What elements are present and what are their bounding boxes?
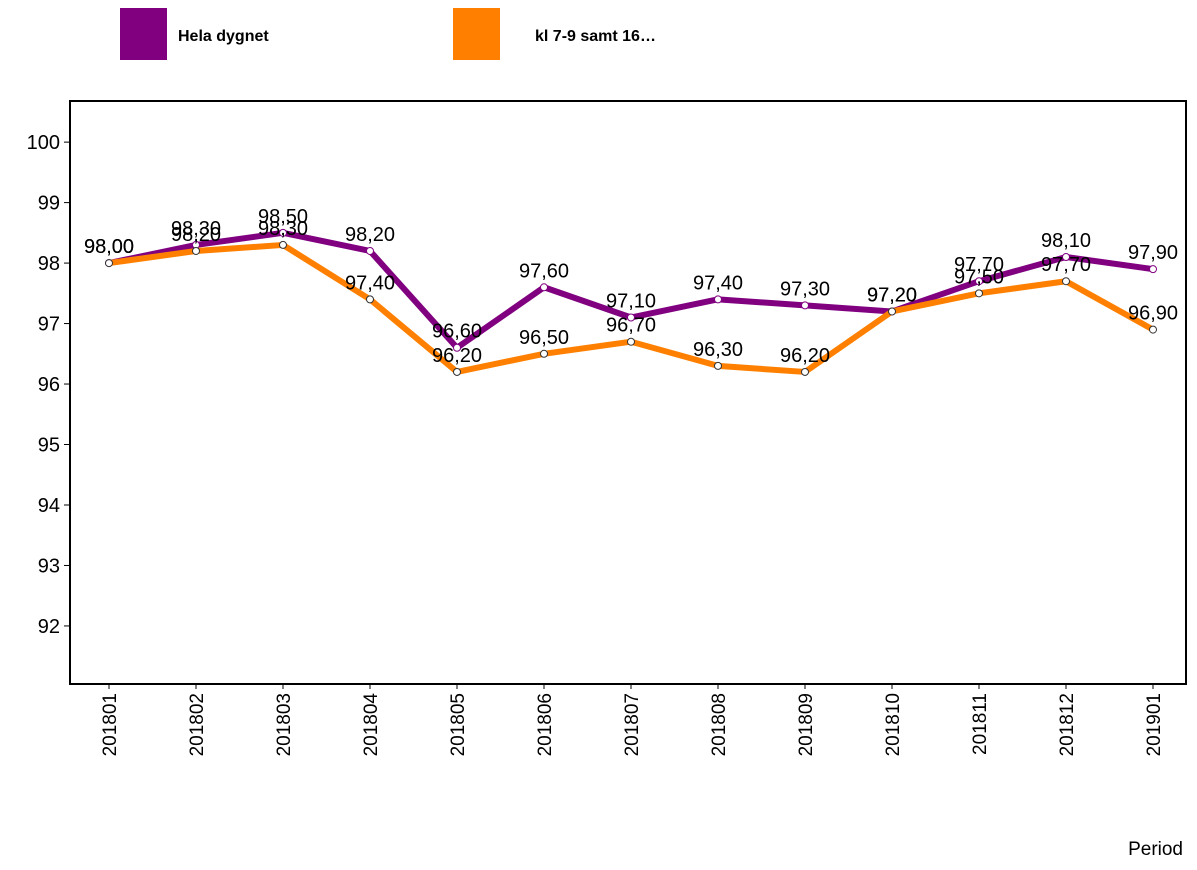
- value-label: 97,70: [954, 254, 1004, 276]
- value-label: 98,10: [1041, 230, 1091, 252]
- point-marker: [453, 367, 461, 376]
- point-marker: [714, 295, 722, 304]
- value-label: 97,60: [519, 260, 569, 282]
- value-label: 97,70: [1041, 254, 1091, 276]
- value-label: 96,30: [693, 339, 743, 361]
- x-tick-label: 201803: [274, 693, 295, 756]
- value-label: 97,20: [867, 284, 917, 306]
- value-label: 96,90: [1128, 303, 1178, 325]
- point-marker: [888, 307, 896, 316]
- x-tick-label: 201808: [709, 693, 730, 756]
- point-marker: [279, 228, 287, 237]
- x-tick-label: 201811: [970, 693, 991, 755]
- x-tick-label: 201809: [796, 693, 817, 756]
- point-marker: [714, 361, 722, 370]
- point-marker: [453, 343, 461, 352]
- point-marker: [366, 246, 374, 255]
- value-label: 96,70: [606, 315, 656, 337]
- value-label: 96,20: [432, 345, 482, 367]
- value-label: 98,20: [345, 224, 395, 246]
- x-tick-label: 201805: [448, 693, 469, 756]
- y-tick-label: 93: [38, 555, 60, 577]
- point-marker: [627, 313, 635, 322]
- point-marker: [801, 301, 809, 310]
- y-tick-label: 100: [27, 132, 60, 154]
- value-label: 96,60: [432, 321, 482, 343]
- point-marker: [540, 349, 548, 358]
- value-label: 98,50: [258, 206, 308, 228]
- value-label: 98,30: [258, 218, 308, 240]
- point-marker: [192, 246, 200, 255]
- plot-frame: [69, 100, 1187, 685]
- x-tick-label: 201810: [883, 693, 904, 756]
- y-tick-label: 96: [38, 374, 60, 396]
- value-label: 98,30: [171, 218, 221, 240]
- value-label: 97,10: [606, 291, 656, 313]
- y-tick-label: 98: [38, 253, 60, 275]
- x-tick-label: 201804: [361, 693, 382, 757]
- value-label: 96,50: [519, 327, 569, 349]
- point-marker: [1062, 253, 1070, 262]
- y-tick-label: 95: [38, 435, 60, 457]
- point-marker: [540, 283, 548, 292]
- point-marker: [975, 289, 983, 298]
- point-marker: [1149, 325, 1157, 334]
- value-label: 97,20: [867, 284, 917, 306]
- x-tick-label: 201806: [535, 693, 556, 756]
- y-tick-label: 94: [38, 495, 60, 517]
- value-label: 97,50: [954, 266, 1004, 288]
- point-marker: [975, 277, 983, 286]
- point-marker: [366, 295, 374, 304]
- y-tick-label: 92: [38, 616, 60, 638]
- value-label: 97,40: [693, 272, 743, 294]
- point-marker: [801, 367, 809, 376]
- legend-swatch: [120, 8, 167, 60]
- x-tick-label: 201802: [187, 693, 208, 756]
- legend-label: kl 7-9 samt 16…: [535, 28, 656, 45]
- value-label: 97,30: [780, 278, 830, 300]
- value-label: 96,20: [780, 345, 830, 367]
- y-tick-label: 97: [38, 314, 60, 336]
- value-label: 97,40: [345, 272, 395, 294]
- x-tick-label: 201801: [100, 693, 121, 756]
- y-tick-label: 99: [38, 193, 60, 215]
- value-label: 97,90: [1128, 242, 1178, 264]
- point-marker: [627, 337, 635, 346]
- point-marker: [279, 240, 287, 249]
- x-tick-label: 201812: [1057, 693, 1078, 756]
- value-label: 98,20: [171, 224, 221, 246]
- value-label: 98,00: [84, 236, 134, 258]
- x-tick-label: 201901: [1144, 693, 1165, 756]
- point-marker: [1062, 277, 1070, 286]
- point-marker: [105, 259, 113, 268]
- x-axis-title: Period: [1128, 839, 1183, 860]
- legend-label: Hela dygnet: [178, 28, 269, 45]
- x-tick-label: 201807: [622, 693, 643, 756]
- point-marker: [1149, 265, 1157, 274]
- value-label: 98,00: [84, 236, 134, 258]
- legend-swatch: [453, 8, 500, 60]
